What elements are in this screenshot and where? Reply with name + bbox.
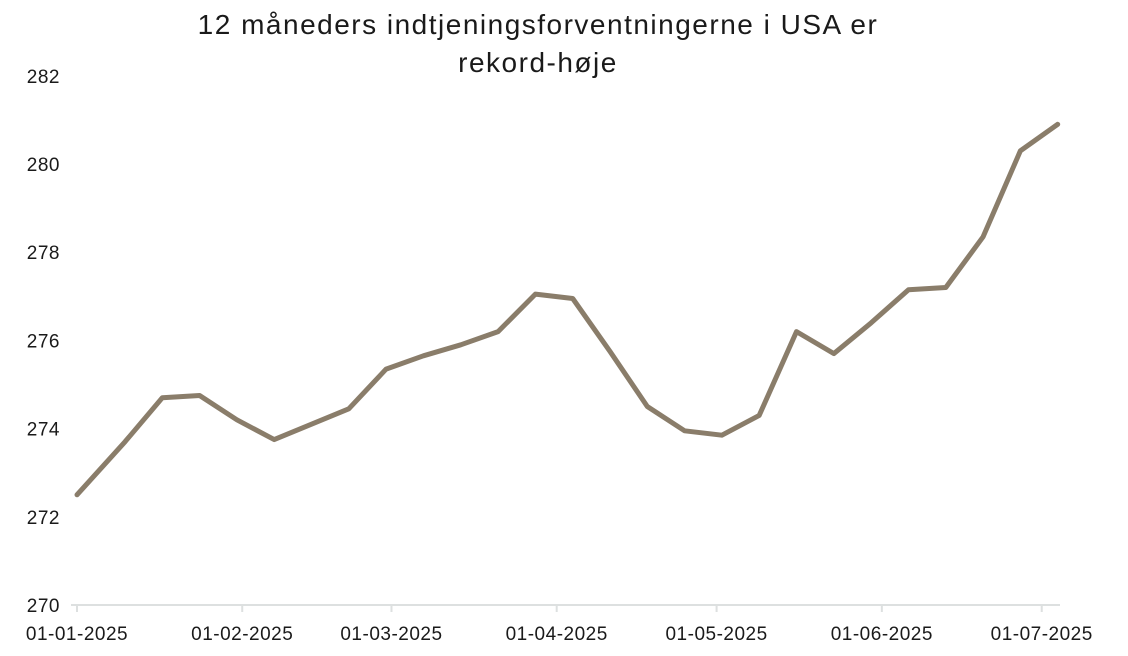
x-axis-tick-label: 01-06-2025 bbox=[831, 624, 933, 645]
series-line bbox=[74, 121, 1061, 498]
y-axis-tick-label: 278 bbox=[27, 243, 60, 264]
chart-title-line-1: 12 måneders indtjeningsforventningerne i… bbox=[197, 9, 879, 40]
x-axis-tick-label: 01-04-2025 bbox=[506, 624, 608, 645]
y-axis-tick-label: 270 bbox=[27, 596, 60, 617]
chart-title: 12 måneders indtjeningsforventningerne i… bbox=[0, 6, 1076, 82]
y-axis-tick-label: 282 bbox=[27, 67, 60, 88]
x-axis-tick-label: 01-03-2025 bbox=[340, 624, 442, 645]
y-axis-tick-label: 274 bbox=[27, 420, 60, 441]
y-axis-tick-label: 276 bbox=[27, 331, 60, 352]
chart-title-line-2: rekord-høje bbox=[458, 47, 618, 78]
x-axis-tick-label: 01-05-2025 bbox=[665, 624, 767, 645]
x-axis-tick-label: 01-01-2025 bbox=[26, 624, 128, 645]
y-axis-tick-label: 272 bbox=[27, 508, 60, 529]
x-axis-tick-label: 01-02-2025 bbox=[191, 624, 293, 645]
y-axis-tick-label: 280 bbox=[27, 155, 60, 176]
x-axis-tick-label: 01-07-2025 bbox=[991, 624, 1093, 645]
